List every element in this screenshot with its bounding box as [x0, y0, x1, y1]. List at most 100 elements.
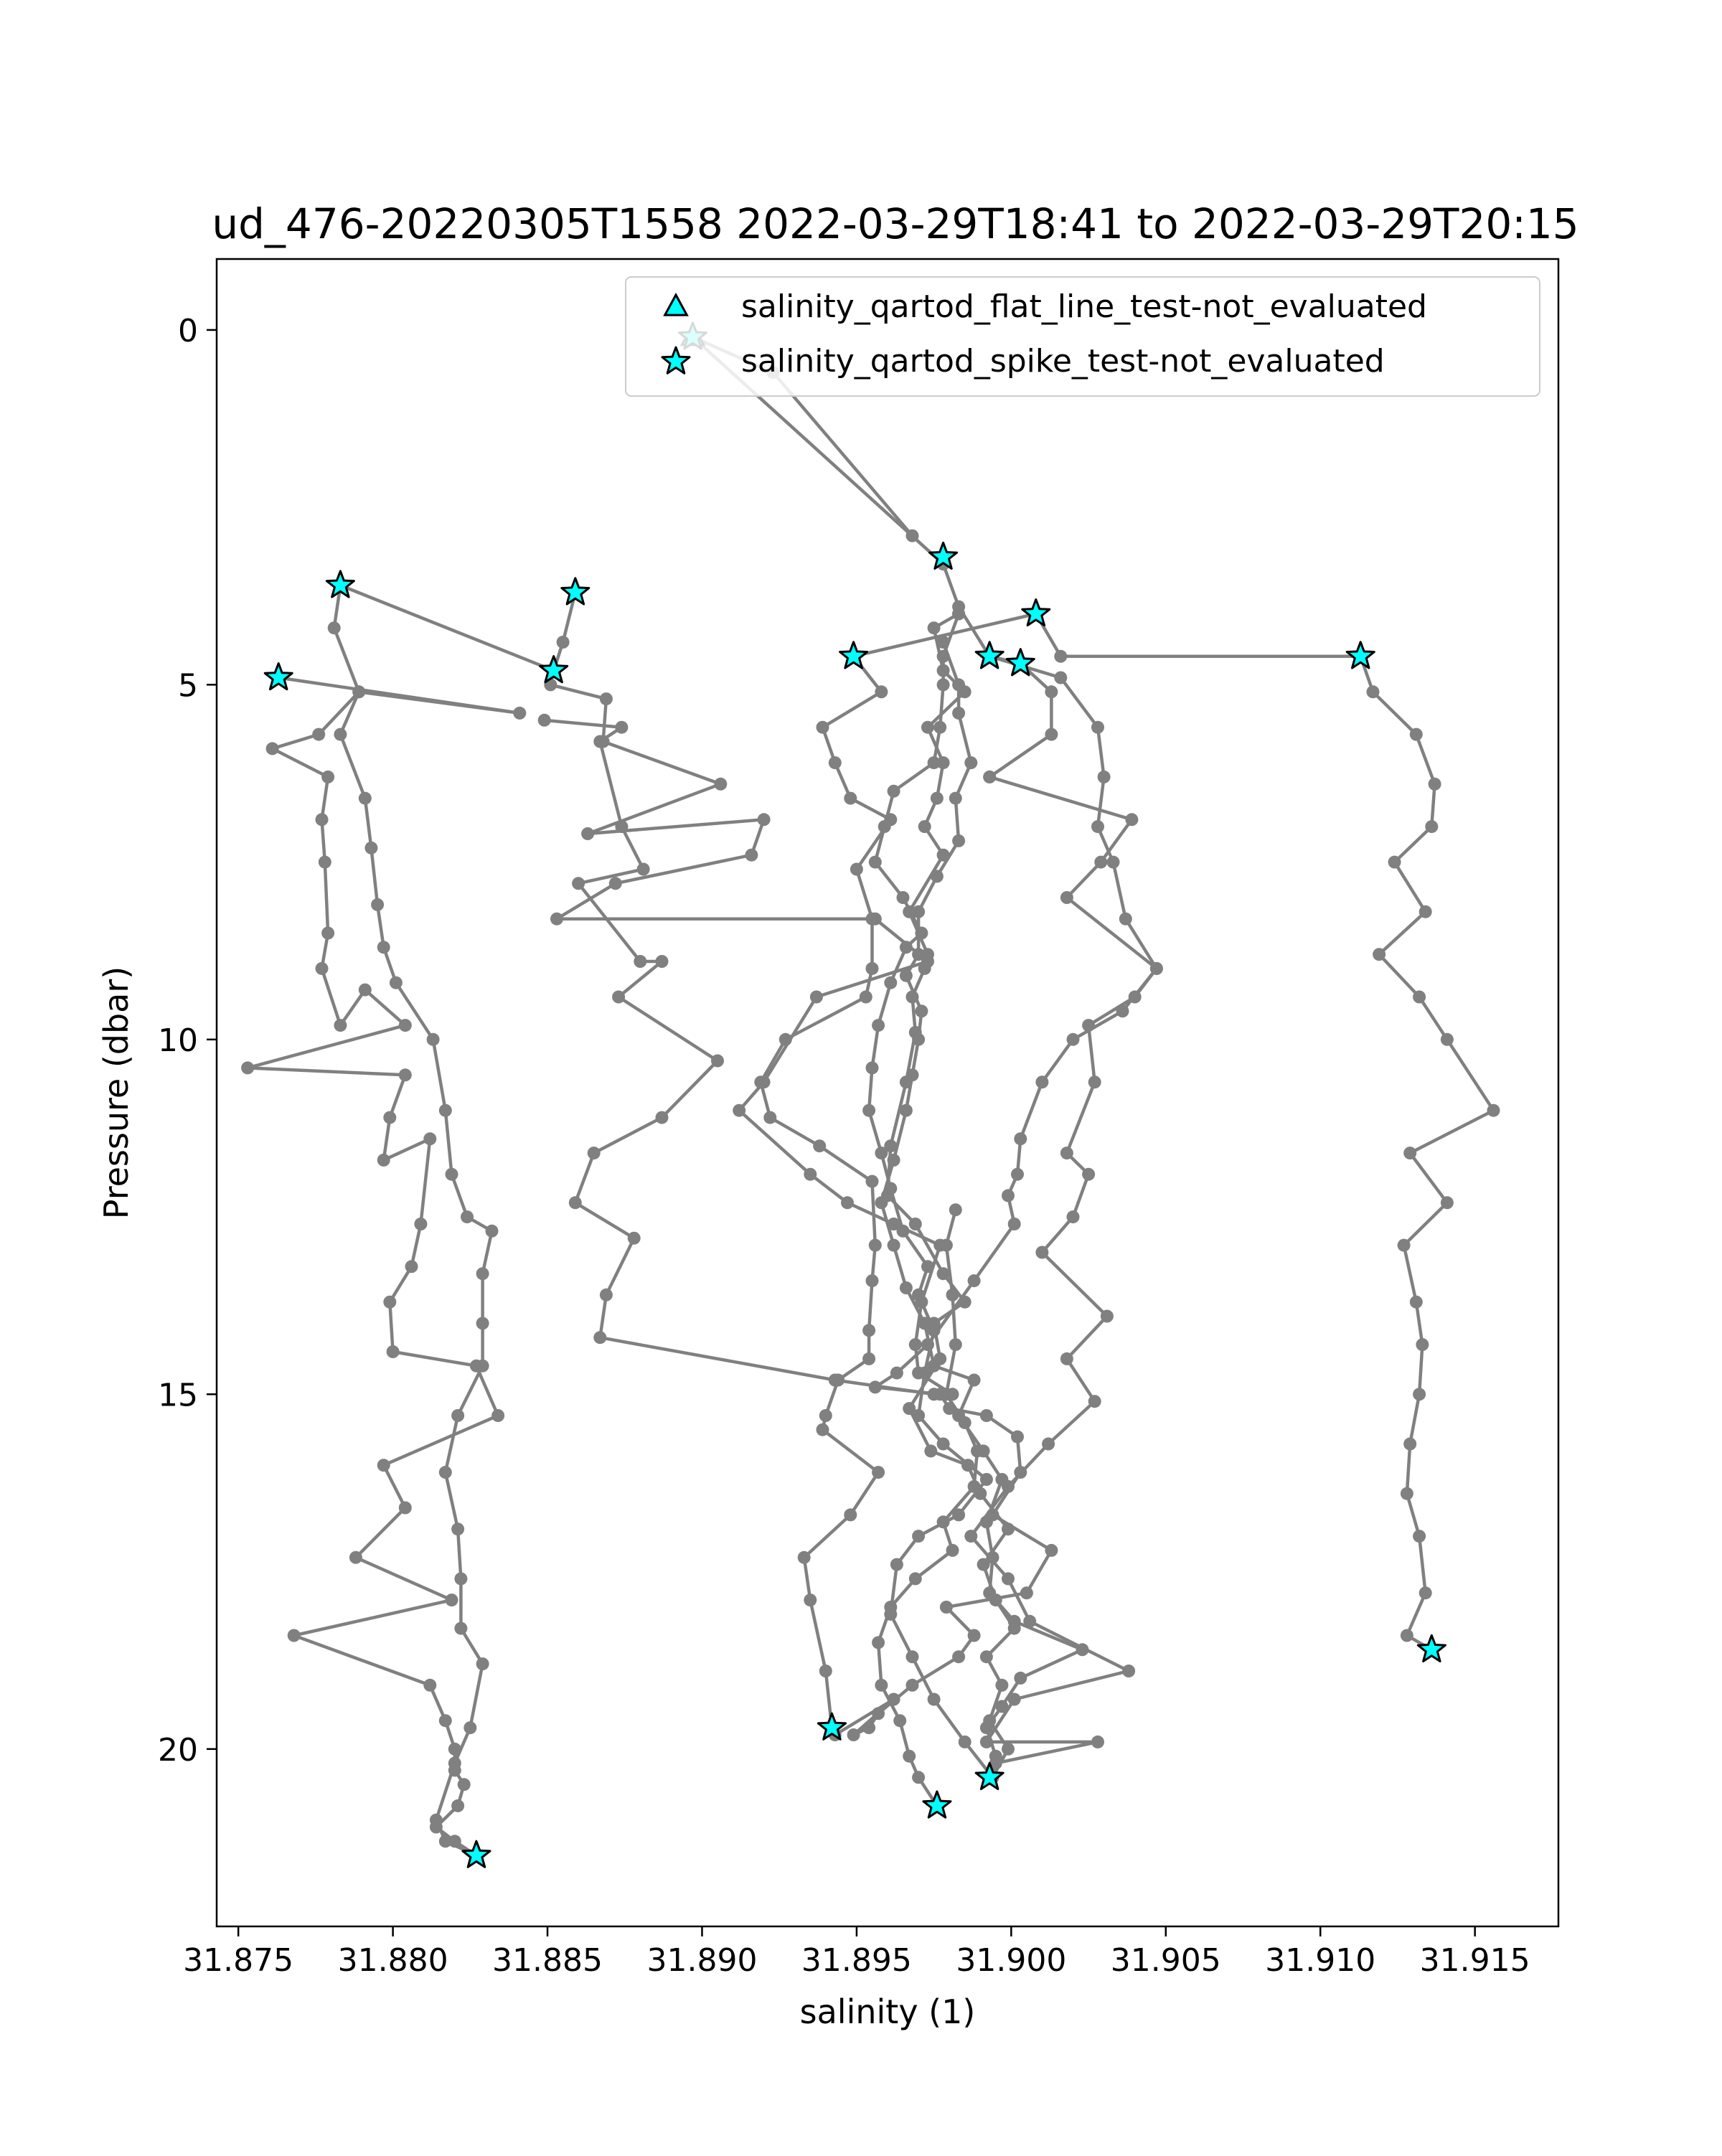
data-point — [865, 1061, 879, 1075]
data-point — [927, 1359, 941, 1373]
data-point — [745, 848, 758, 862]
data-point — [936, 664, 950, 677]
data-point — [1066, 1032, 1080, 1046]
chart-title: ud_476-20220305T1558 2022-03-29T18:41 to… — [212, 199, 1578, 248]
data-point — [714, 777, 728, 791]
data-point — [936, 636, 950, 649]
data-point — [287, 1629, 301, 1642]
data-point — [1002, 1189, 1015, 1202]
data-point — [1400, 1629, 1413, 1642]
data-point — [961, 1459, 974, 1472]
data-point — [1416, 1338, 1429, 1352]
data-point — [896, 891, 910, 904]
data-point — [899, 969, 913, 982]
data-point — [572, 877, 585, 890]
data-point — [887, 1238, 900, 1252]
data-point — [875, 1147, 888, 1160]
data-point — [890, 1558, 903, 1571]
data-point — [979, 1735, 993, 1748]
data-point — [844, 1508, 857, 1522]
data-point — [1045, 1543, 1058, 1557]
data-point — [958, 1295, 971, 1309]
data-point — [438, 1714, 452, 1728]
y-tick-label: 5 — [178, 667, 198, 704]
data-point — [587, 1147, 601, 1160]
data-point — [927, 756, 941, 770]
data-point — [949, 1203, 962, 1217]
data-point — [912, 1530, 926, 1543]
data-point — [903, 905, 916, 918]
y-axis-ticks: 0 5 10 15 20 — [158, 313, 217, 1769]
data-point — [878, 820, 891, 834]
data-point — [398, 1019, 412, 1032]
data-point — [1418, 905, 1432, 918]
data-point — [1020, 1586, 1033, 1600]
data-point — [778, 1032, 792, 1046]
data-point — [865, 912, 879, 926]
data-point — [912, 905, 926, 918]
y-tick-label: 0 — [178, 313, 198, 349]
data-point — [927, 621, 941, 635]
data-point — [364, 841, 378, 855]
data-point — [859, 990, 872, 1004]
data-point — [655, 1111, 669, 1124]
data-point — [943, 1402, 956, 1416]
data-point — [1002, 1572, 1015, 1586]
flag-star-marker — [1021, 598, 1051, 627]
data-point — [905, 1678, 919, 1692]
data-point — [438, 1835, 452, 1848]
data-point — [1397, 1238, 1411, 1252]
data-point — [899, 1103, 913, 1117]
data-point — [377, 1153, 390, 1167]
series-line-segment-3 — [276, 676, 522, 1858]
data-point — [733, 1103, 746, 1117]
plot-area — [241, 321, 1500, 1868]
data-point — [828, 756, 842, 770]
data-point — [887, 1218, 900, 1230]
data-point — [995, 1473, 1009, 1486]
data-point — [1045, 728, 1058, 741]
data-point — [918, 1366, 931, 1380]
data-point — [862, 1324, 876, 1337]
data-point — [315, 813, 329, 827]
data-point — [1045, 685, 1058, 699]
data-point — [398, 1501, 412, 1515]
series-line-segment-5 — [339, 583, 954, 1396]
data-point — [1014, 1466, 1027, 1479]
flag-star-marker — [839, 641, 869, 669]
data-point — [1413, 1388, 1426, 1401]
data-point — [1440, 1196, 1454, 1210]
data-point — [451, 1799, 465, 1812]
data-point — [445, 1594, 458, 1607]
data-point — [405, 1260, 418, 1274]
flag-star-marker — [263, 662, 293, 691]
legend-triangle-icon — [663, 292, 689, 316]
data-point — [872, 1707, 885, 1720]
data-point — [315, 961, 329, 975]
data-point — [1091, 720, 1104, 734]
data-point — [952, 1508, 966, 1522]
data-point — [1002, 1742, 1015, 1756]
data-point — [813, 1139, 827, 1153]
data-point — [936, 649, 950, 663]
legend-star-icon — [661, 346, 691, 375]
y-tick-label: 10 — [158, 1022, 198, 1059]
data-point — [865, 1274, 879, 1288]
x-tick-label: 31.915 — [1420, 1942, 1530, 1979]
data-point — [457, 1778, 471, 1792]
data-point — [1122, 1665, 1136, 1677]
legend: salinity_qartod_flat_line_test-not_evalu… — [625, 276, 1540, 397]
data-point — [936, 756, 950, 770]
data-point — [383, 1111, 397, 1124]
data-point — [1403, 1437, 1417, 1451]
data-point — [921, 1338, 934, 1352]
axes-frame — [215, 258, 1560, 1928]
data-point — [615, 820, 629, 834]
data-point — [485, 1224, 499, 1238]
data-point — [986, 1550, 999, 1564]
data-point — [1373, 948, 1386, 961]
x-tick-label: 31.875 — [183, 1942, 293, 1979]
x-axis-ticks: 31.875 31.880 31.885 31.890 31.895 31.900 31.9… — [183, 1926, 1530, 1979]
data-point — [398, 1068, 412, 1082]
data-point — [862, 1352, 876, 1365]
